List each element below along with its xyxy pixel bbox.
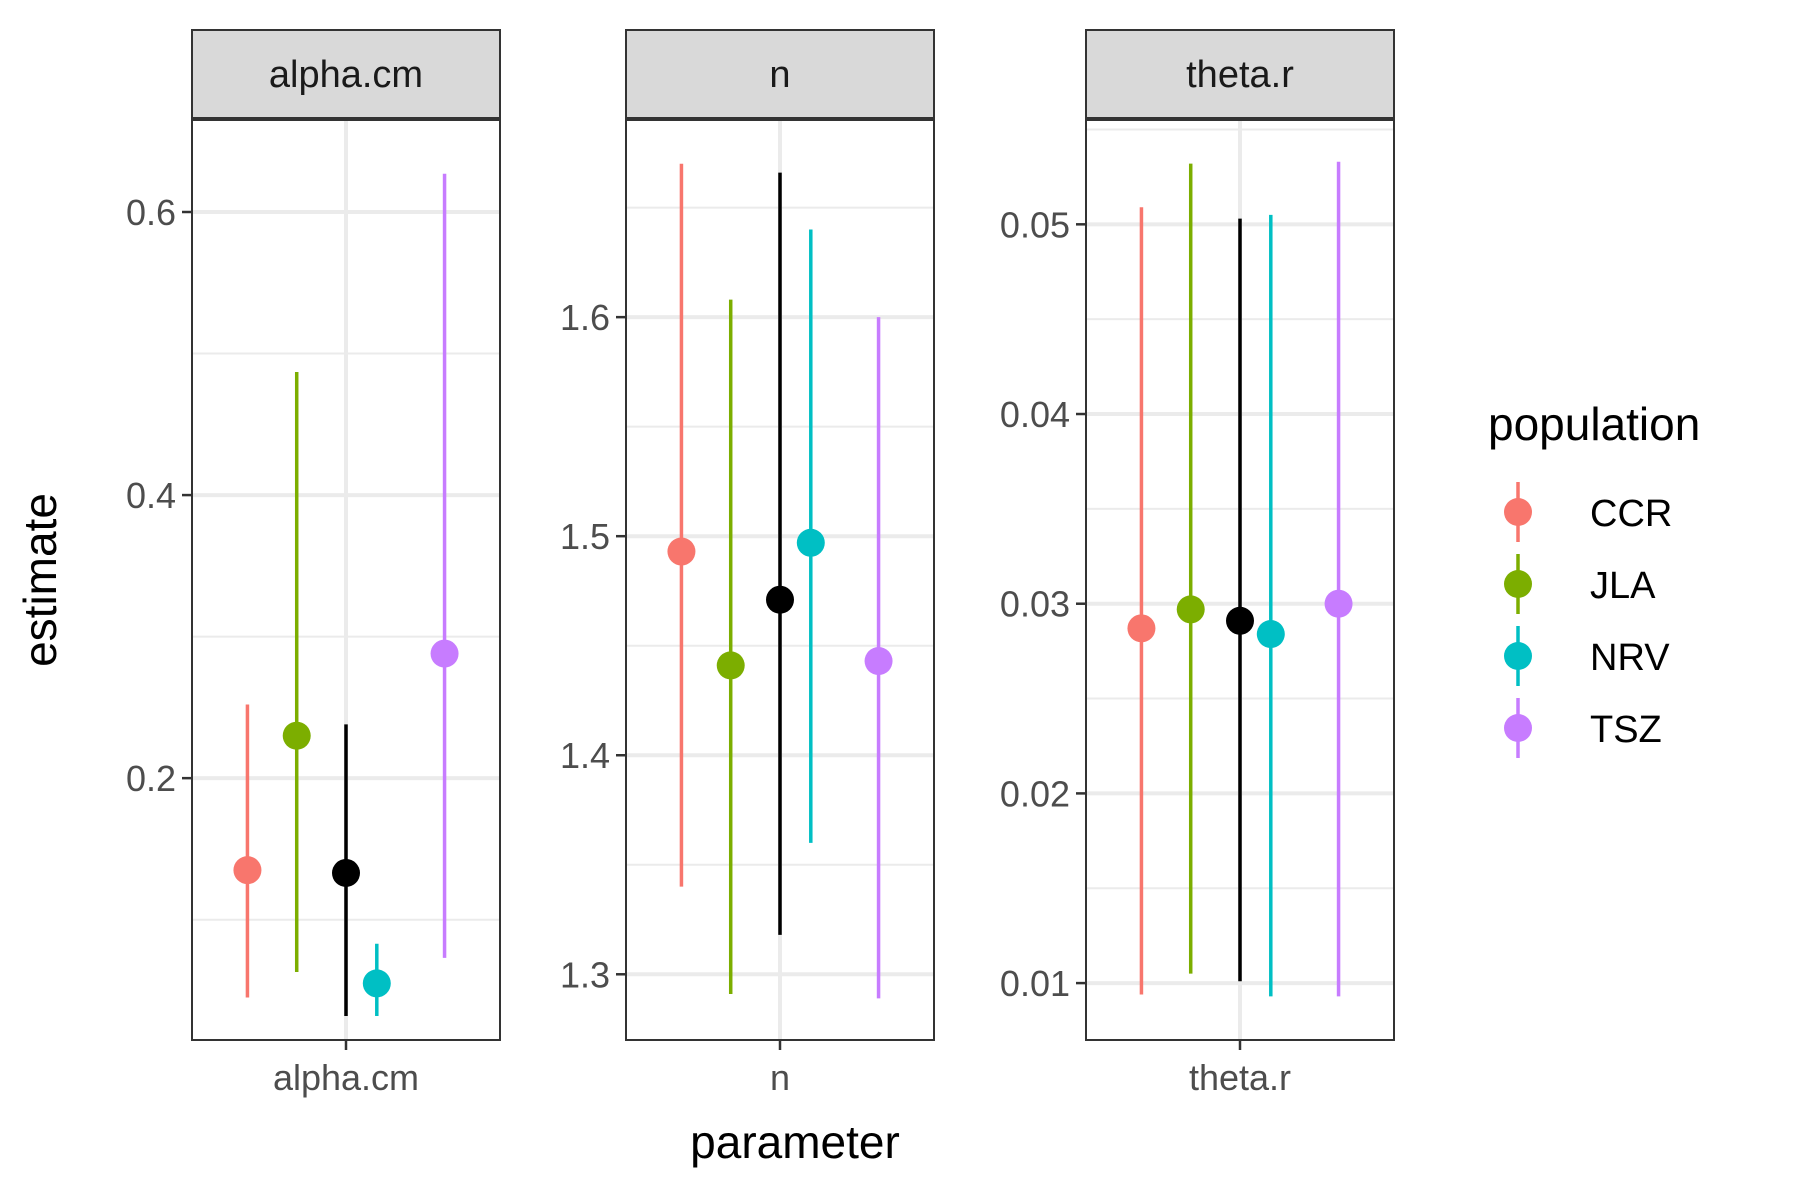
point-nrv [362,969,391,998]
point-jla [282,721,311,750]
legend-key-jla [1504,554,1532,614]
point-tsz [864,647,893,676]
y-tick-label: 0.4 [126,475,176,516]
y-tick-label: 1.5 [560,516,610,557]
legend-key-tsz [1504,698,1532,758]
legend-label-tsz: TSZ [1590,709,1662,751]
x-tick-label: alpha.cm [273,1057,419,1098]
legend-key-ccr [1504,482,1532,542]
legend-label-nrv: NRV [1590,637,1670,679]
y-tick-label: 1.4 [560,735,610,776]
y-tick-label: 0.05 [1000,204,1070,245]
x-tick-label: theta.r [1189,1057,1291,1098]
point-overall [766,585,794,614]
strip-label: n [769,54,790,96]
strip-background [191,29,501,119]
y-tick-label: 0.02 [1000,773,1070,814]
point-jla [1176,595,1205,624]
legend-key-point [1504,642,1532,670]
y-tick-label: 0.04 [1000,394,1070,435]
legend-title: population [1488,398,1700,450]
panel-alpha.cm: alpha.cm 0.2 0.4 0.6 alpha.cm [126,29,501,1098]
point-nrv [796,528,825,557]
y-axis-title: estimate [14,493,66,667]
strip-label: alpha.cm [269,54,423,96]
legend-label-jla: JLA [1590,565,1656,607]
legend-key-nrv [1504,626,1532,686]
y-tick-label: 0.03 [1000,584,1070,625]
panel-n: n 1.3 1.4 1.5 1.6 n [560,29,935,1098]
point-ccr [1127,614,1156,643]
point-overall [1226,606,1254,635]
point-nrv [1256,620,1285,649]
legend-key-point [1504,714,1532,742]
point-tsz [430,639,459,668]
y-tick-label: 0.6 [126,192,176,233]
panel-theta.r: theta.r 0.01 0.02 0.03 0.04 0.05 theta.r [1000,29,1395,1098]
legend-label-ccr: CCR [1590,493,1672,535]
legend-key-point [1504,570,1532,598]
legend: population CCR JLA NRV TSZ [1488,398,1700,758]
y-tick-label: 1.6 [560,297,610,338]
facet-panels: alpha.cm 0.2 0.4 0.6 alpha.cm n 1.3 1.4 1.5 1.6 n t… [126,29,1395,1098]
point-ccr [667,537,696,566]
point-ccr [233,856,262,885]
strip-label: theta.r [1186,54,1294,96]
point-jla [716,651,745,680]
legend-key-point [1504,498,1532,526]
point-tsz [1324,589,1353,618]
strip-background [625,29,935,119]
y-tick-label: 0.2 [126,758,176,799]
x-axis-title: parameter [690,1116,900,1168]
x-tick-label: n [770,1057,790,1098]
y-tick-label: 0.01 [1000,963,1070,1004]
point-overall [332,858,360,887]
y-tick-label: 1.3 [560,954,610,995]
strip-background [1085,29,1395,119]
